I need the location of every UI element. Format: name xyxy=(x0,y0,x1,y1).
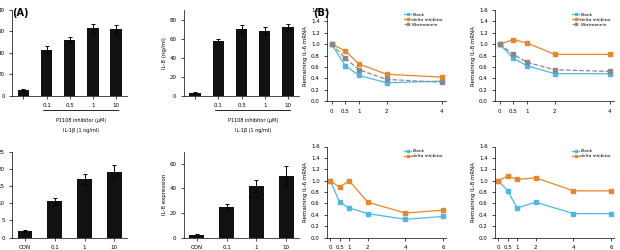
Blank xyxy=(606,72,613,75)
delta inhibitor xyxy=(510,38,517,41)
Text: (A): (A) xyxy=(12,8,29,18)
Blank xyxy=(495,179,502,182)
Bar xyxy=(17,231,32,237)
Blank xyxy=(438,80,445,82)
Text: P1108 inhibitor (μM): P1108 inhibitor (μM) xyxy=(228,118,278,123)
Bar xyxy=(64,40,76,96)
delta inhibitor xyxy=(513,178,521,181)
Line: Blank: Blank xyxy=(497,179,613,215)
Line: Wortmannin: Wortmannin xyxy=(498,42,611,73)
Blank xyxy=(402,218,409,221)
Bar xyxy=(47,202,62,237)
Blank xyxy=(327,179,334,182)
delta inhibitor xyxy=(606,53,613,56)
delta inhibitor xyxy=(364,201,371,204)
Blank xyxy=(504,189,511,192)
Bar xyxy=(213,42,224,96)
Line: delta inhibitor: delta inhibitor xyxy=(498,38,611,56)
delta inhibitor xyxy=(532,176,539,179)
Bar xyxy=(219,207,234,238)
Line: Blank: Blank xyxy=(330,42,443,84)
Blank xyxy=(355,74,363,77)
Bar xyxy=(77,179,92,238)
Wortmannin xyxy=(551,68,559,71)
delta inhibitor xyxy=(383,73,391,76)
delta inhibitor xyxy=(327,179,334,182)
Legend: Blank, delta inhibitor, Wortmannin: Blank, delta inhibitor, Wortmannin xyxy=(404,12,443,27)
Blank xyxy=(510,57,517,60)
Line: delta inhibitor: delta inhibitor xyxy=(497,174,613,193)
Blank xyxy=(328,42,335,45)
delta inhibitor xyxy=(570,189,577,192)
Bar xyxy=(259,31,270,96)
delta inhibitor xyxy=(496,42,503,45)
Bar xyxy=(282,27,294,96)
Y-axis label: Remaining IL-8 mRNA: Remaining IL-8 mRNA xyxy=(471,26,476,86)
Wortmannin xyxy=(606,70,613,73)
Blank xyxy=(523,64,531,67)
delta inhibitor xyxy=(355,62,363,66)
Y-axis label: Remaining IL-6 mRNA: Remaining IL-6 mRNA xyxy=(303,26,308,86)
delta inhibitor xyxy=(345,179,353,182)
Text: (B): (B) xyxy=(313,8,329,18)
Wortmannin xyxy=(523,61,531,64)
delta inhibitor xyxy=(495,179,502,182)
Wortmannin xyxy=(510,53,517,56)
Blank xyxy=(345,206,353,210)
Wortmannin xyxy=(328,42,335,45)
Wortmannin xyxy=(438,81,445,84)
Text: IL-1β (1 ng/ml): IL-1β (1 ng/ml) xyxy=(63,128,99,132)
Legend: Blank, delta inhibitor, Wortmannin: Blank, delta inhibitor, Wortmannin xyxy=(572,12,611,27)
Blank xyxy=(439,215,446,218)
delta inhibitor xyxy=(551,53,559,56)
Bar xyxy=(279,176,294,238)
Line: Wortmannin: Wortmannin xyxy=(330,42,443,84)
Blank xyxy=(383,81,391,84)
Bar xyxy=(107,172,122,238)
Blank xyxy=(532,201,539,204)
Bar xyxy=(17,90,29,96)
Wortmannin xyxy=(496,42,503,45)
Bar xyxy=(190,235,205,238)
Legend: Blank, delta inhibitor: Blank, delta inhibitor xyxy=(404,149,443,159)
delta inhibitor xyxy=(402,212,409,214)
Text: P1108 inhibitor (μM): P1108 inhibitor (μM) xyxy=(56,118,106,123)
delta inhibitor xyxy=(328,42,335,45)
Y-axis label: Remaining IL-8 mRNA: Remaining IL-8 mRNA xyxy=(471,162,476,222)
delta inhibitor xyxy=(336,186,343,189)
Blank xyxy=(570,212,577,215)
Line: Blank: Blank xyxy=(329,179,445,221)
delta inhibitor xyxy=(607,189,614,192)
Bar xyxy=(190,93,201,96)
Y-axis label: IL-8 (ng/ml): IL-8 (ng/ml) xyxy=(162,37,167,69)
Blank xyxy=(607,212,614,215)
Wortmannin xyxy=(383,78,391,81)
Blank xyxy=(336,201,343,204)
delta inhibitor xyxy=(438,76,445,78)
Bar xyxy=(41,50,52,96)
Text: IL-1β (1 ng/ml): IL-1β (1 ng/ml) xyxy=(235,128,271,132)
Line: delta inhibitor: delta inhibitor xyxy=(330,42,443,79)
Bar xyxy=(236,29,247,96)
Legend: Blank, delta inhibitor: Blank, delta inhibitor xyxy=(572,149,611,159)
delta inhibitor xyxy=(523,42,531,44)
Line: delta inhibitor: delta inhibitor xyxy=(329,179,445,215)
Y-axis label: Remaining IL-6 mRNA: Remaining IL-6 mRNA xyxy=(303,162,308,222)
Y-axis label: IL-8 expression: IL-8 expression xyxy=(162,174,167,215)
delta inhibitor xyxy=(504,174,511,178)
Blank xyxy=(551,72,559,75)
Line: Blank: Blank xyxy=(498,42,611,76)
Blank xyxy=(342,64,349,67)
Bar xyxy=(87,28,99,96)
Bar xyxy=(249,186,264,238)
Blank xyxy=(513,206,521,210)
Wortmannin xyxy=(342,57,349,60)
delta inhibitor xyxy=(342,50,349,52)
Blank xyxy=(496,42,503,45)
Blank xyxy=(364,212,371,215)
Bar xyxy=(110,29,122,96)
delta inhibitor xyxy=(439,209,446,212)
Wortmannin xyxy=(355,68,363,71)
